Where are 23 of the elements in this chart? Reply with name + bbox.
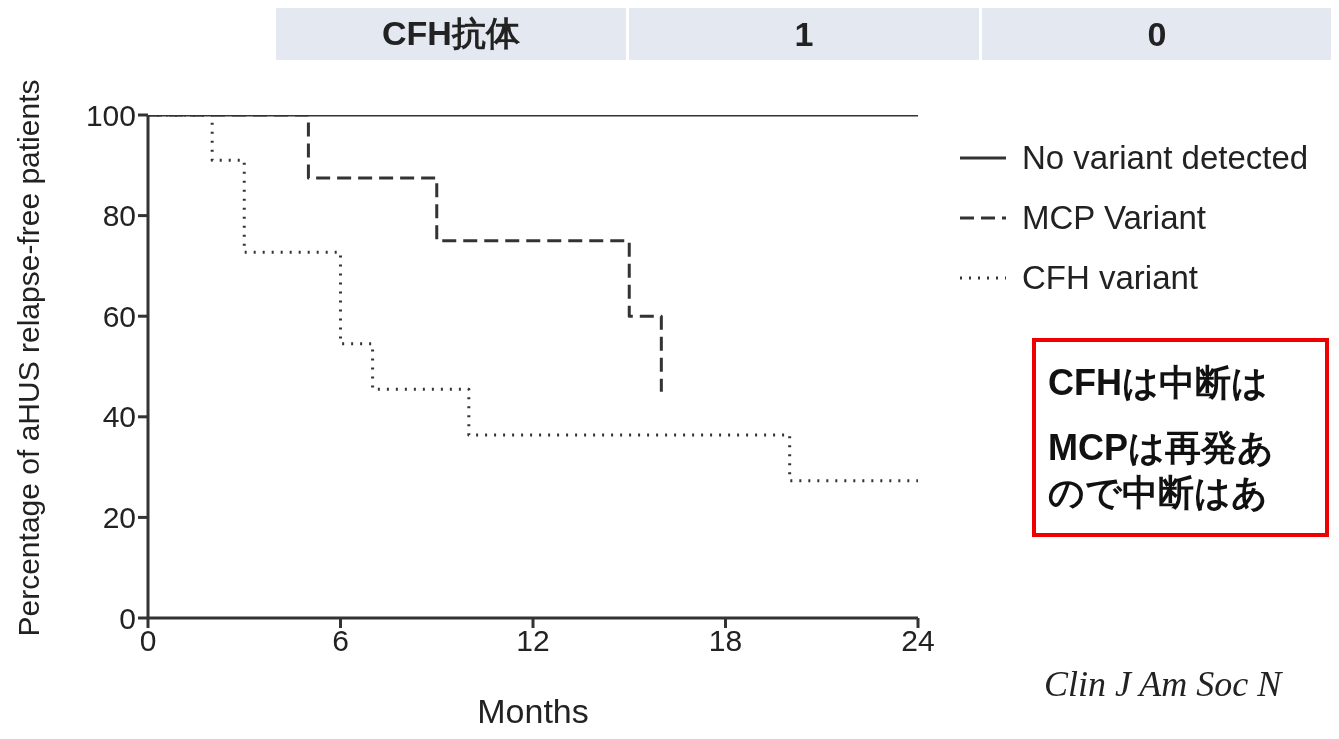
x-tick-label: 12 — [516, 624, 550, 658]
y-tick-label: 100 — [85, 98, 136, 132]
text: 1 — [629, 8, 979, 60]
text: MCPは再発あ — [1048, 426, 1275, 470]
text: ので中断はあ — [1048, 471, 1269, 515]
y-tick-label: 60 — [102, 299, 136, 333]
x-tick-label: 18 — [708, 624, 743, 658]
x-axis-title: Months — [477, 692, 589, 730]
x-tick-label: 6 — [332, 624, 349, 658]
legend-label: CFH variant — [1022, 259, 1199, 297]
y-tick-label: 0 — [119, 601, 136, 635]
text: 0 — [982, 8, 1332, 60]
y-tick-label: 80 — [102, 199, 136, 233]
y-tick-label: 20 — [102, 501, 136, 535]
y-tick-label: 40 — [102, 400, 136, 434]
x-tick-label: 24 — [901, 624, 935, 658]
text: CFH抗体 — [276, 8, 626, 60]
y-axis-title: Percentage of aHUS relapse-free patients — [11, 79, 45, 637]
x-tick-label: 0 — [139, 624, 157, 658]
legend-label: No variant detected — [1022, 139, 1309, 177]
legend-label: MCP Variant — [1022, 199, 1207, 237]
text: CFHは中断は — [1048, 361, 1269, 405]
text: Clin J Am Soc N — [1044, 663, 1282, 705]
